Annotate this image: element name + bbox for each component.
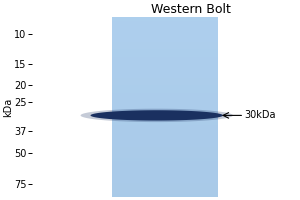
Text: Western Bolt: Western Bolt [151,3,231,16]
Polygon shape [81,109,233,122]
Polygon shape [91,110,223,121]
Y-axis label: kDa: kDa [3,97,13,117]
Text: 30kDa: 30kDa [244,110,276,120]
